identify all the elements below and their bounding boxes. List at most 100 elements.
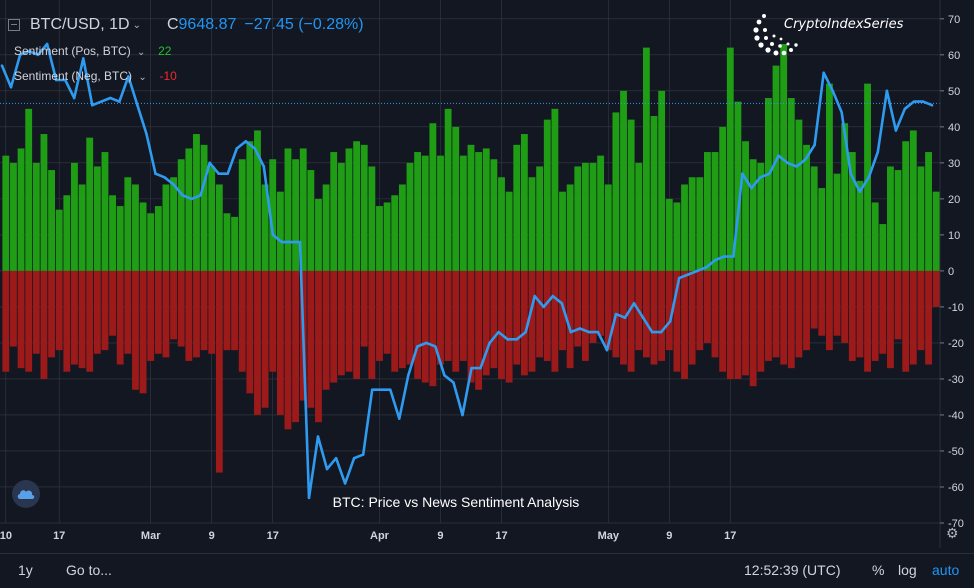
bar-negative[interactable] [803, 270, 810, 351]
bar-negative[interactable] [917, 270, 925, 351]
bar-positive[interactable] [574, 166, 582, 271]
bar-positive[interactable] [246, 141, 254, 271]
bar-positive[interactable] [429, 123, 437, 271]
bar-negative[interactable] [536, 270, 544, 358]
bar-negative[interactable] [437, 270, 444, 365]
bar-positive[interactable] [917, 166, 925, 271]
bar-positive[interactable] [528, 177, 536, 271]
bar-positive[interactable] [749, 159, 757, 271]
bar-negative[interactable] [543, 270, 551, 361]
bar-positive[interactable] [871, 202, 879, 271]
bar-positive[interactable] [315, 198, 322, 271]
bar-positive[interactable] [909, 130, 917, 271]
bar-positive[interactable] [734, 101, 742, 271]
bar-positive[interactable] [193, 134, 200, 271]
bar-negative[interactable] [566, 270, 574, 369]
bar-positive[interactable] [238, 159, 246, 271]
bar-positive[interactable] [116, 206, 124, 271]
bar-negative[interactable] [414, 270, 422, 379]
bar-positive[interactable] [696, 177, 704, 271]
bar-positive[interactable] [330, 152, 338, 271]
bar-negative[interactable] [360, 270, 368, 347]
bar-negative[interactable] [726, 270, 734, 379]
bar-positive[interactable] [376, 206, 383, 271]
bar-positive[interactable] [765, 98, 772, 271]
bar-positive[interactable] [887, 166, 894, 271]
bar-positive[interactable] [345, 148, 353, 271]
bar-negative[interactable] [780, 270, 788, 365]
bar-negative[interactable] [467, 270, 475, 383]
bar-positive[interactable] [711, 152, 719, 271]
bar-negative[interactable] [421, 270, 429, 383]
bar-positive[interactable] [406, 162, 414, 271]
bar-positive[interactable] [17, 148, 25, 271]
bar-negative[interactable] [528, 270, 536, 372]
bar-positive[interactable] [398, 184, 406, 271]
auto-toggle[interactable]: auto [932, 562, 960, 578]
bar-negative[interactable] [597, 270, 605, 336]
bar-negative[interactable] [696, 270, 704, 351]
bar-negative[interactable] [63, 270, 71, 372]
bar-negative[interactable] [86, 270, 94, 372]
bar-positive[interactable] [612, 112, 620, 271]
bar-positive[interactable] [231, 216, 239, 271]
bar-negative[interactable] [193, 270, 200, 358]
bar-negative[interactable] [322, 270, 330, 390]
bar-positive[interactable] [147, 213, 155, 271]
bar-positive[interactable] [459, 155, 467, 271]
price-line[interactable] [0, 42, 933, 500]
bar-negative[interactable] [795, 270, 803, 358]
bar-negative[interactable] [688, 270, 696, 365]
chevron-down-icon[interactable]: ⌄ [132, 19, 141, 31]
bar-positive[interactable] [2, 155, 10, 271]
bar-positive[interactable] [299, 148, 307, 271]
bar-negative[interactable] [406, 270, 414, 365]
bar-negative[interactable] [444, 270, 452, 361]
bar-positive[interactable] [208, 166, 216, 271]
bar-negative[interactable] [452, 270, 460, 372]
bar-negative[interactable] [757, 270, 765, 372]
bar-positive[interactable] [93, 166, 101, 271]
bar-positive[interactable] [162, 184, 170, 271]
bar-negative[interactable] [154, 270, 162, 354]
bar-negative[interactable] [276, 270, 284, 415]
bar-negative[interactable] [254, 270, 261, 415]
bar-positive[interactable] [879, 224, 887, 271]
log-toggle[interactable]: log [898, 562, 917, 578]
bar-negative[interactable] [177, 270, 185, 347]
bar-negative[interactable] [650, 270, 658, 365]
bar-positive[interactable] [467, 144, 475, 271]
bar-negative[interactable] [589, 270, 597, 343]
bar-negative[interactable] [894, 270, 902, 340]
bar-positive[interactable] [444, 108, 452, 271]
bar-negative[interactable] [383, 270, 391, 354]
bar-positive[interactable] [787, 98, 795, 271]
bar-negative[interactable] [604, 270, 612, 351]
bar-positive[interactable] [772, 65, 780, 271]
settings-gear-icon[interactable]: ⚙ [946, 525, 959, 541]
bar-negative[interactable] [520, 270, 528, 376]
bar-positive[interactable] [353, 141, 361, 271]
bar-negative[interactable] [742, 270, 749, 376]
indicator-pos-label[interactable]: Sentiment (Pos, BTC) [14, 44, 131, 58]
bar-positive[interactable] [688, 177, 696, 271]
bar-negative[interactable] [261, 270, 269, 408]
bar-negative[interactable] [932, 270, 940, 307]
bar-negative[interactable] [826, 270, 833, 351]
bar-negative[interactable] [864, 270, 871, 372]
symbol-label[interactable]: BTC/USD, 1D [30, 16, 130, 33]
bar-negative[interactable] [307, 270, 315, 408]
percent-toggle[interactable]: % [872, 562, 885, 578]
bar-positive[interactable] [86, 137, 94, 271]
bar-negative[interactable] [25, 270, 33, 372]
bar-positive[interactable] [48, 170, 55, 271]
bar-positive[interactable] [71, 162, 78, 271]
bar-positive[interactable] [520, 134, 528, 271]
bar-negative[interactable] [109, 270, 116, 336]
bar-positive[interactable] [139, 202, 147, 271]
bar-negative[interactable] [490, 270, 498, 369]
collapse-legend-icon[interactable] [8, 19, 20, 31]
bar-negative[interactable] [703, 270, 711, 343]
bar-negative[interactable] [749, 270, 757, 387]
